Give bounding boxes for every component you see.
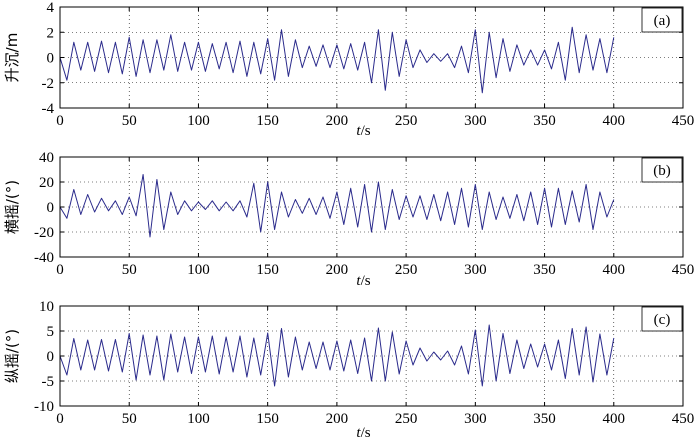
x-tick-label: 150 — [256, 411, 279, 427]
panel-label: (c) — [654, 312, 671, 328]
x-tick-label: 50 — [122, 113, 137, 129]
y-tick-label: 0 — [47, 200, 55, 216]
y-tick-label: 20 — [39, 175, 54, 191]
y-tick-label: 0 — [47, 349, 55, 365]
x-tick-label: 350 — [533, 262, 556, 278]
y-tick-label: -2 — [42, 76, 55, 92]
x-tick-label: 300 — [464, 411, 487, 427]
panel-b: 0 50 100 150 200 250 300 350 400 45040200-20-40(b… — [3, 150, 694, 289]
x-tick-label: 250 — [395, 411, 418, 427]
y-tick-label: -40 — [34, 250, 54, 266]
x-tick-label: 300 — [464, 262, 487, 278]
x-tick-label: 150 — [256, 113, 279, 129]
y-tick-label: 0 — [47, 51, 55, 67]
x-tick-label: 100 — [187, 113, 210, 129]
x-tick-label: 200 — [326, 113, 349, 129]
x-tick-label: 200 — [326, 411, 349, 427]
y-tick-label: 40 — [39, 150, 54, 166]
x-tick-label: 350 — [533, 411, 556, 427]
y-tick-label: -10 — [34, 399, 54, 415]
x-tick-label: 450 — [672, 262, 695, 278]
panel-c: 0 50 100 150 200 250 300 350 400 4501050-5-10(c)纵… — [3, 299, 694, 441]
panel-label: (b) — [653, 163, 671, 179]
y-tick-label: -5 — [42, 374, 55, 390]
y-axis-label: 纵摇/(°) — [3, 329, 21, 383]
y-tick-label: 5 — [47, 324, 55, 340]
x-tick-label: 50 — [122, 262, 137, 278]
x-axis-label: t/s — [356, 123, 370, 139]
panel-label-box — [641, 157, 683, 183]
x-tick-label: 0 — [56, 113, 64, 129]
x-tick-label: 300 — [464, 113, 487, 129]
y-tick-label: 10 — [39, 299, 54, 315]
x-tick-label: 50 — [122, 411, 137, 427]
x-tick-label: 400 — [603, 411, 626, 427]
x-tick-label: 100 — [187, 262, 210, 278]
series-line — [59, 324, 615, 387]
x-tick-label: 350 — [533, 113, 556, 129]
x-tick-label: 450 — [672, 411, 695, 427]
x-tick-label: 100 — [187, 411, 210, 427]
series-line — [59, 26, 615, 94]
x-tick-label: 400 — [603, 262, 626, 278]
y-axis-label: 升沉/m — [3, 33, 21, 83]
x-tick-label: 400 — [603, 113, 626, 129]
panel-label: (a) — [654, 13, 671, 29]
x-tick-label: 0 — [56, 411, 64, 427]
panel-a: 0 50 100 150 200 250 300 350 400 450 4 2 0 -2 -4 (a) 升沉/… — [3, 0, 694, 139]
y-tick-label: 4 — [47, 0, 55, 16]
x-axis-label: t/s — [356, 425, 370, 441]
y-tick-label: -4 — [42, 101, 55, 117]
x-tick-label: 0 — [56, 262, 64, 278]
panel-label-box — [641, 7, 683, 33]
y-axis-label: 横摇/(°) — [3, 180, 21, 234]
x-tick-label: 250 — [395, 262, 418, 278]
x-axis-label: t/s — [356, 273, 370, 289]
series-line — [59, 174, 615, 238]
x-tick-label: 200 — [326, 262, 349, 278]
x-tick-label: 450 — [672, 113, 695, 129]
y-tick-label: 2 — [47, 25, 55, 41]
x-tick-label: 250 — [395, 113, 418, 129]
x-tick-label: 150 — [256, 262, 279, 278]
panel-label-box — [641, 306, 683, 332]
y-tick-label: -20 — [34, 225, 54, 241]
